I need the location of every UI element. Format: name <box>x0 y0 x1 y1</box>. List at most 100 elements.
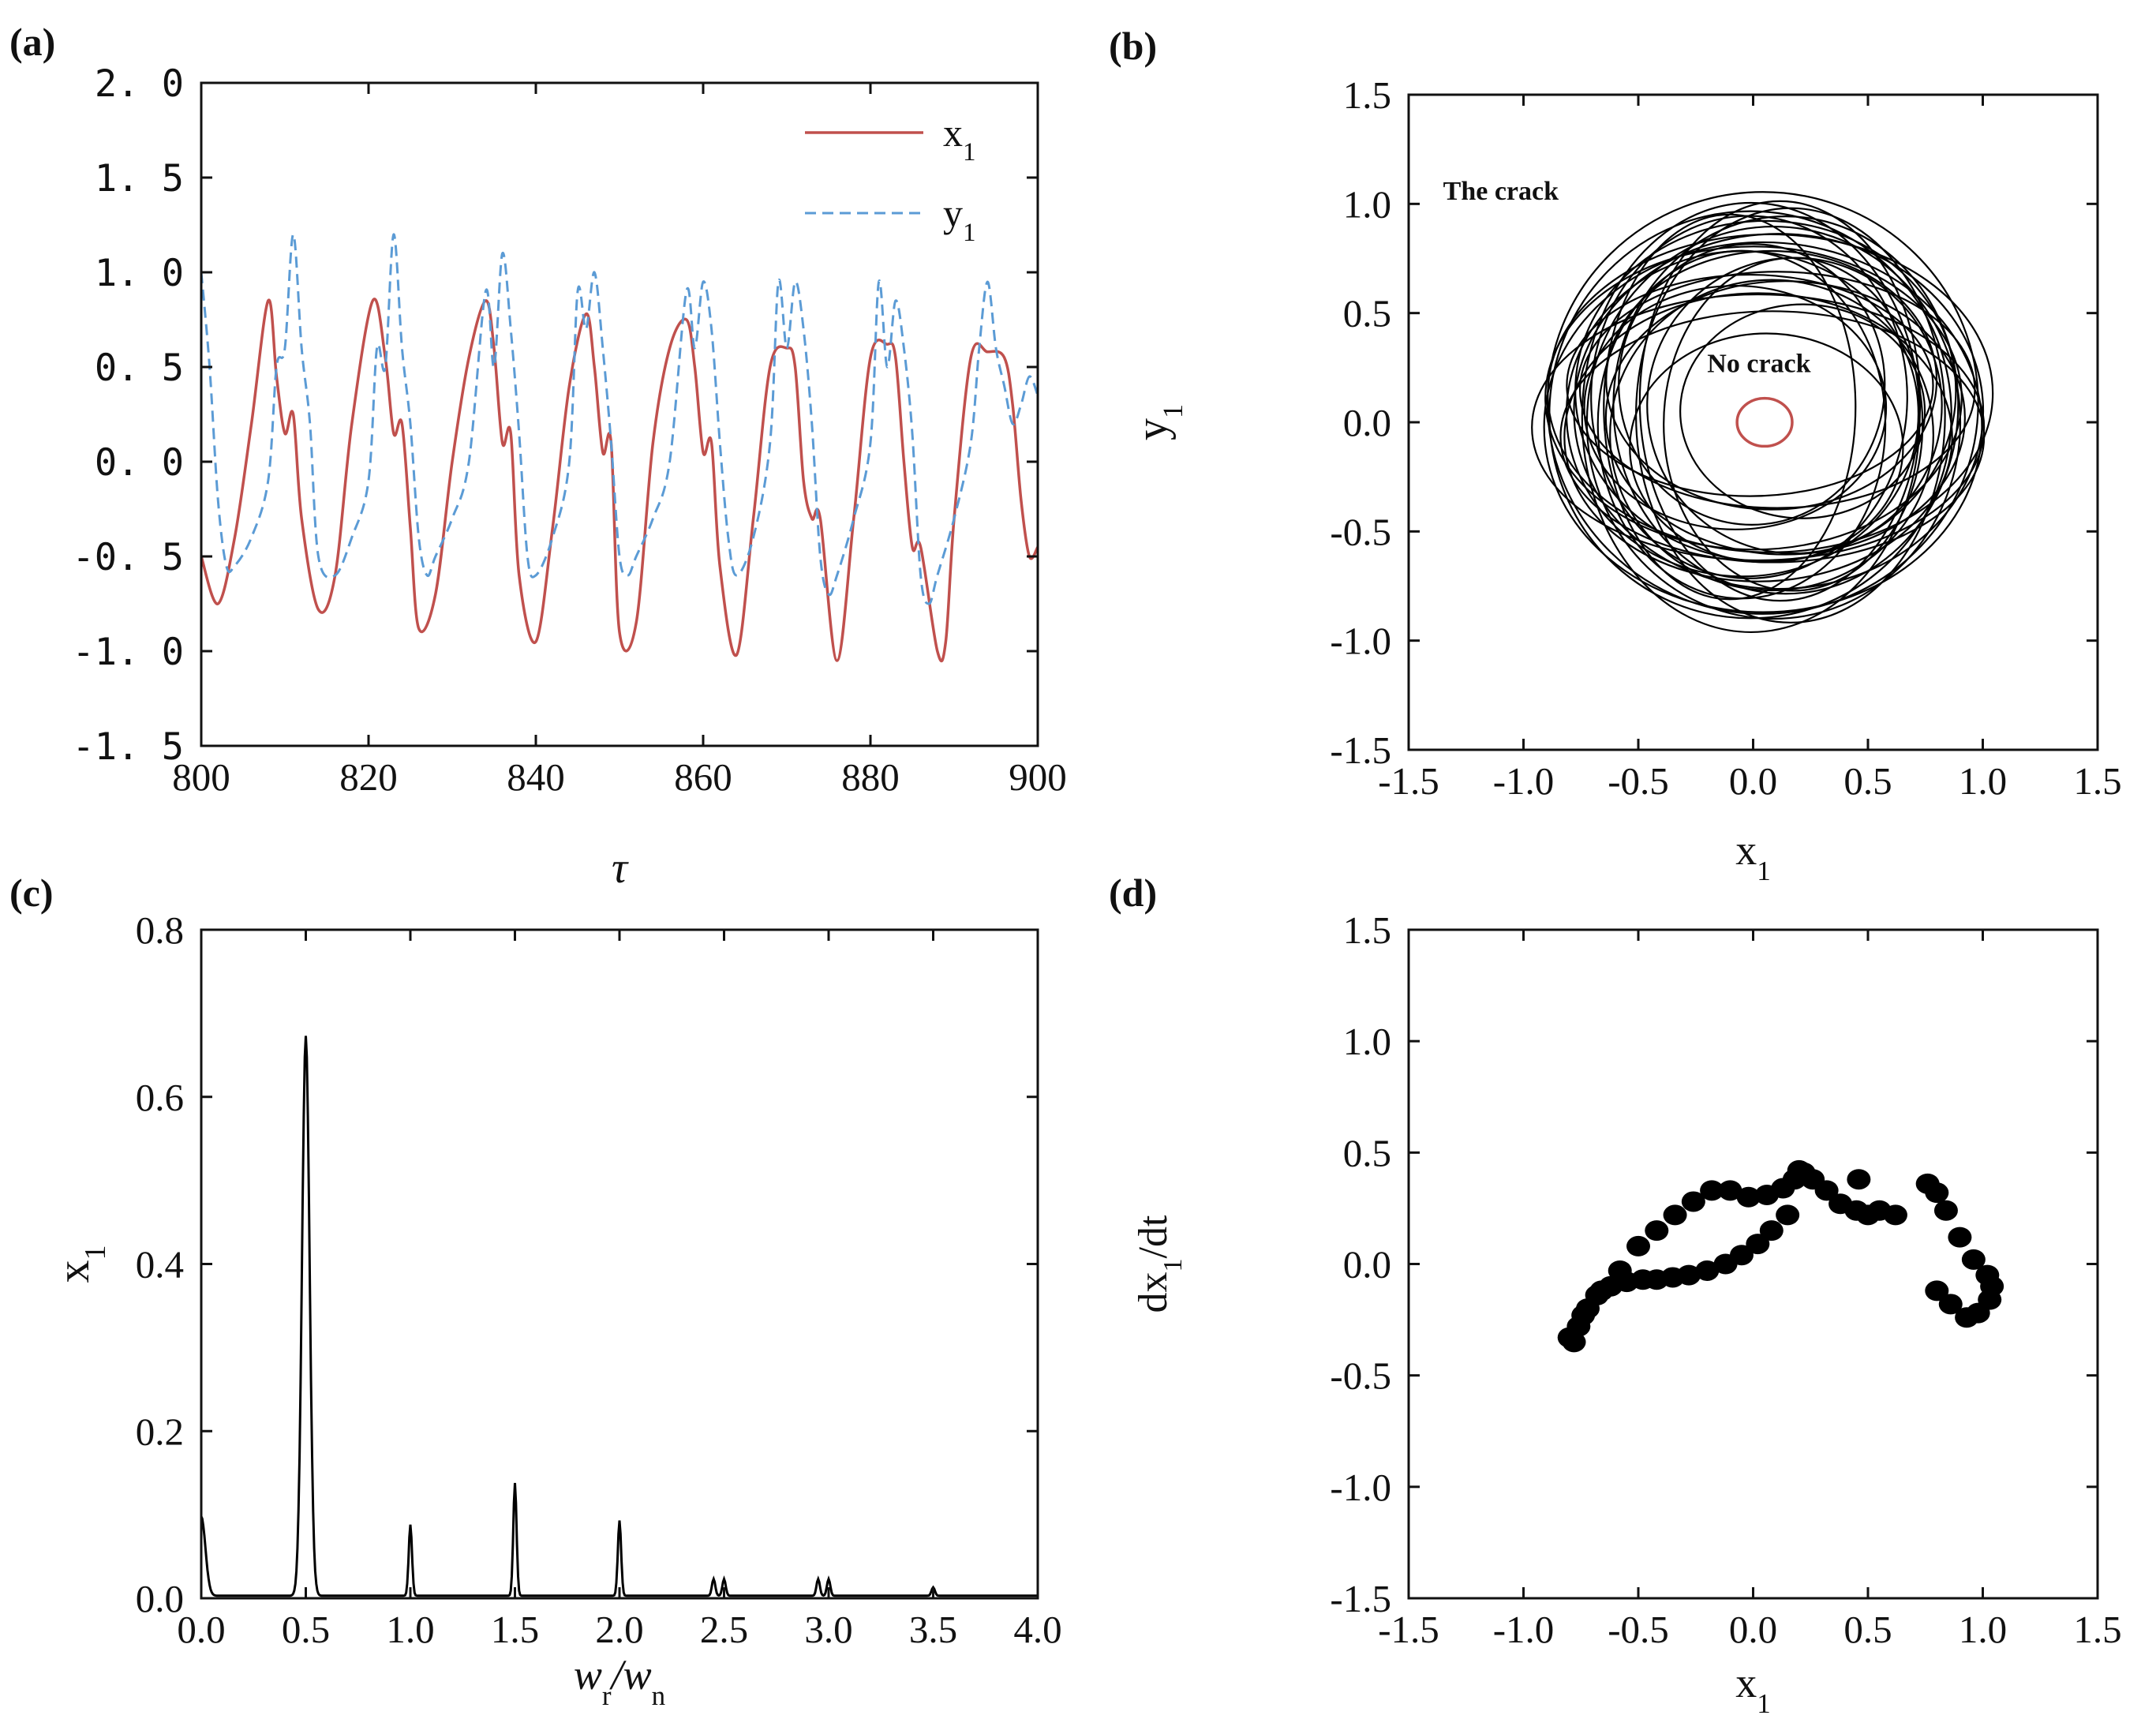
y-tick-label: 0.2 <box>136 1410 184 1453</box>
x-tick-label: -1.0 <box>1493 1608 1555 1651</box>
y-tick-label: 0.6 <box>136 1076 184 1119</box>
y-tick-label: 1. 0 <box>95 252 184 295</box>
scatter-point <box>1729 1245 1754 1266</box>
x-tick-label: 0.5 <box>1843 1608 1892 1651</box>
x-axis-label: τ <box>612 844 629 893</box>
x-tick-label: 0.5 <box>1843 759 1892 803</box>
plot-frame <box>1407 928 2099 1600</box>
x-tick-label: 0.0 <box>177 1608 225 1651</box>
scatter-point <box>1948 1227 1972 1248</box>
scatter-point <box>1663 1204 1687 1226</box>
x-axis-label: x1 <box>1735 1659 1771 1719</box>
spectrum-peak <box>618 1522 621 1525</box>
crack-orbit-loop <box>1603 213 1857 601</box>
x-tick-label: -0.5 <box>1608 1608 1669 1651</box>
scatter-group <box>1557 1159 2004 1353</box>
crack-orbit-loop <box>1559 310 1986 564</box>
y-tick-label: -1.0 <box>1330 620 1391 663</box>
y-tick-label: 0.0 <box>1343 401 1391 444</box>
y-tick-label: 0.0 <box>1343 1243 1391 1286</box>
crack-orbit-loop <box>1663 257 1924 592</box>
x-tick-label: 0.5 <box>282 1608 330 1651</box>
x-tick-label: -1.5 <box>1378 759 1439 803</box>
y-tick-label: -0.5 <box>1330 510 1391 553</box>
scatter-point <box>1955 1307 1979 1328</box>
series-group <box>201 233 1038 663</box>
scatter-point <box>1695 1260 1720 1281</box>
x-tick-label: -0.5 <box>1608 759 1669 803</box>
y-axis-label: dx1/dt <box>1131 1215 1188 1313</box>
panel-d-poincare-map: -1.5 -1.0 -0.5 0.0 0.5 1.0 1.5 1.5 1.0 0.5 0.0 -0.5… <box>1109 871 2122 1719</box>
spectrum-peak <box>305 1037 307 1040</box>
scatter-point <box>1677 1264 1701 1286</box>
x-tick-label: -1.0 <box>1493 759 1555 803</box>
scatter-point <box>1759 1220 1784 1242</box>
scatter-point <box>1925 1182 1949 1204</box>
spectrum-line <box>200 1036 1038 1597</box>
y-tick-label: 1. 5 <box>95 157 184 200</box>
scatter-point <box>1571 1305 1596 1326</box>
y-axis-label: x1 <box>47 1245 112 1283</box>
scatter-point <box>1933 1200 1958 1221</box>
y-tick-label: 0.4 <box>136 1243 184 1286</box>
y-tick-label: -0.5 <box>1330 1354 1391 1398</box>
scatter-point <box>1847 1169 1871 1190</box>
series-line-y1 <box>201 233 1038 605</box>
annotation-label: No crack <box>1707 349 1810 378</box>
scatter-point <box>1883 1204 1907 1226</box>
y-tick-label: 0.5 <box>1343 1131 1391 1174</box>
y-tick-label: 1.5 <box>1343 73 1391 117</box>
crack-orbit-loop <box>1585 225 1962 620</box>
scatter-point <box>1736 1186 1761 1208</box>
crack-orbit-loop <box>1566 273 1934 497</box>
scatter-point <box>1938 1294 1963 1315</box>
scatter-point <box>1787 1159 1811 1181</box>
scatter-point <box>1700 1180 1724 1201</box>
x-tick-label: 880 <box>841 755 900 799</box>
scatter-point <box>1718 1180 1742 1201</box>
crack-orbit-loop <box>1609 279 1934 592</box>
spectrum-peak <box>409 1526 412 1529</box>
y-tick-label: 1.0 <box>1343 1020 1391 1063</box>
x-tick-label: 2.0 <box>595 1608 643 1651</box>
y-tick-label: -1.0 <box>1330 1466 1391 1509</box>
x-tick-label: 3.5 <box>909 1608 957 1651</box>
x-tick-label: 2.5 <box>700 1608 748 1651</box>
crack-orbit-loop <box>1548 210 1952 620</box>
panel-b-orbit-plot: -1.5 -1.0 -0.5 0.0 0.5 1.0 1.5 1.5 1.0 0.5 0.0 -0.5… <box>1109 24 2122 886</box>
y-tick-label: 0.8 <box>136 908 184 952</box>
x-tick-label: 1.0 <box>1959 759 2007 803</box>
x-tick-label: 1.0 <box>1959 1608 2007 1651</box>
scatter-point <box>1961 1249 1986 1270</box>
y-tick-label: -1.5 <box>1330 728 1391 772</box>
y-tick-label: 1.0 <box>1343 182 1391 226</box>
scatter-point <box>1814 1180 1839 1201</box>
scatter-point <box>1776 1204 1800 1226</box>
annotation-label: The crack <box>1443 177 1559 206</box>
crack-orbit-loop <box>1546 191 1979 615</box>
y-tick-label: -1.5 <box>1330 1577 1391 1620</box>
y-tick-label: 0.0 <box>136 1577 184 1620</box>
crack-orbit-loop <box>1573 233 1985 590</box>
crack-orbit-group <box>1531 191 1994 634</box>
x-tick-label: 1.5 <box>2073 759 2121 803</box>
y-tick-label: 0. 5 <box>95 346 184 390</box>
scatter-point <box>1557 1327 1581 1348</box>
crack-orbit-loop <box>1635 207 1946 624</box>
scatter-point <box>1645 1220 1669 1242</box>
y-tick-label: -1. 5 <box>73 725 184 769</box>
spectrum-peak <box>712 1580 715 1583</box>
panel-label: (b) <box>1109 24 1157 68</box>
x-tick-label: 3.0 <box>804 1608 852 1651</box>
no-crack-orbit <box>1735 396 1794 448</box>
scatter-point <box>1626 1235 1650 1256</box>
scatter-point <box>1681 1191 1705 1212</box>
scatter-point <box>1589 1280 1614 1301</box>
legend-label-x1: x1 <box>943 110 976 167</box>
x-tick-label: 840 <box>507 755 565 799</box>
panel-label: (a) <box>9 20 55 64</box>
crack-orbit-loop <box>1563 292 1953 582</box>
x-tick-label: 0.0 <box>1729 1608 1777 1651</box>
y-axis-label: y1 <box>1128 404 1188 440</box>
